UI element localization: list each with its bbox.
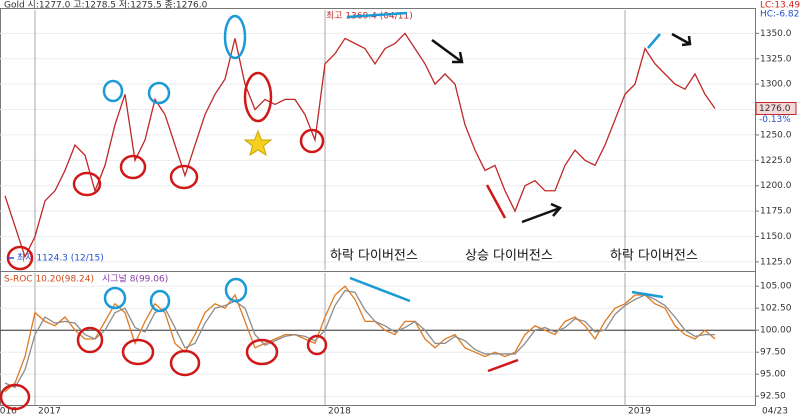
series-line: [4, 32, 716, 259]
last-price-label: 1276.0: [759, 104, 791, 114]
star: [243, 129, 273, 157]
arrow-head: [550, 202, 563, 217]
annotation: 하락 다이버전스: [610, 249, 698, 264]
y-tick-label: 105.00: [760, 282, 792, 292]
arrow: [431, 38, 463, 64]
x-tick-label: 2018: [328, 407, 351, 417]
y-tick-label: 1350.0: [760, 29, 792, 39]
x-tick-label: 2016: [0, 407, 17, 417]
circle: [76, 326, 104, 354]
circle: [121, 338, 155, 366]
arrow: [521, 206, 561, 224]
series-line: [4, 289, 715, 389]
annotations: [0, 11, 692, 411]
plot-frame: [0, 8, 756, 406]
circle: [149, 289, 171, 313]
circle: [169, 164, 199, 190]
y-tick-label: 92.50: [760, 392, 786, 402]
legend-entry: S-ROC 10.20(98.24): [4, 275, 94, 285]
trend-line: [349, 276, 411, 303]
circle: [119, 154, 147, 180]
y-tick-label: 1150.0: [760, 232, 792, 242]
trend-line: [487, 358, 519, 373]
y-tick-label: 100.00: [760, 326, 792, 336]
y-tick-label: 1300.0: [760, 80, 792, 90]
y-tick-label: 102.50: [760, 304, 792, 314]
arrow-head: [681, 35, 692, 47]
last-price-box: [755, 102, 797, 116]
lc-label: LC:13.49: [760, 1, 800, 11]
trend-line: [631, 290, 664, 299]
circle: [306, 334, 328, 356]
circle: [243, 71, 273, 123]
trend-line: [647, 33, 661, 49]
legend-entry: 시그널 8(99.06): [102, 274, 168, 285]
low-note: 최저 1124.3 (12/15): [17, 253, 104, 264]
x-tick-label: 2017: [38, 407, 61, 417]
circle: [103, 286, 127, 310]
circle: [245, 338, 279, 366]
hc-label: HC:-6.82: [760, 10, 799, 20]
x-end-label: 04/23: [762, 407, 788, 417]
circle: [147, 81, 171, 105]
series-line: [4, 285, 716, 393]
circle: [0, 383, 31, 411]
annotation: 상승 다이버전스: [465, 249, 553, 264]
circle: [224, 277, 248, 303]
y-tick-label: 1250.0: [760, 130, 792, 140]
circle: [299, 128, 325, 154]
y-tick-label: 1175.0: [760, 207, 792, 217]
y-tick-label: 1225.0: [760, 156, 792, 166]
y-tick-label: 1125.0: [760, 257, 792, 267]
circle: [223, 14, 247, 60]
arrow: [671, 32, 691, 46]
y-tick-label: 97.50: [760, 348, 786, 358]
annotation: 하락 다이버전스: [330, 249, 418, 264]
circle: [72, 171, 102, 197]
circle: [102, 79, 124, 103]
y-tick-label: 1325.0: [760, 54, 792, 64]
trend-line: [346, 11, 408, 19]
header-title: Gold 시:1277.0 고:1278.5 저:1275.5 종:1276.0: [4, 0, 208, 11]
circle: [169, 349, 201, 377]
arrow-head: [452, 51, 464, 64]
change-label: -0.13%: [759, 115, 791, 125]
trend-line: [485, 184, 507, 219]
y-tick-label: 1200.0: [760, 181, 792, 191]
y-tick-label: 95.00: [760, 370, 786, 380]
x-tick-label: 2019: [628, 407, 651, 417]
